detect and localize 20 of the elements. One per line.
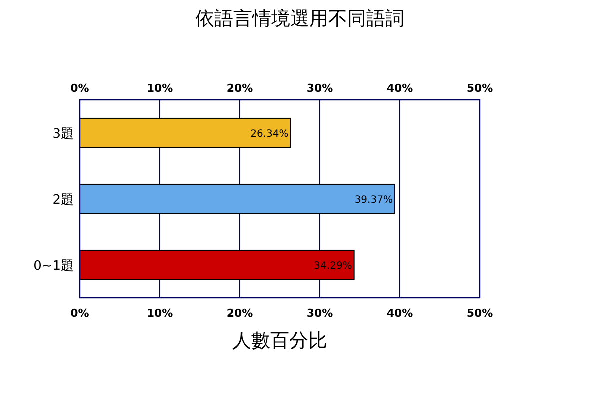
x-tick-label: 0% <box>70 307 90 320</box>
x-tick-label: 10% <box>146 307 174 320</box>
x-axis-title: 人數百分比 <box>232 330 328 352</box>
x-tick-label: 20% <box>226 307 254 320</box>
x-tick-label: 30% <box>306 307 334 320</box>
x2-tick-label: 10% <box>146 82 174 95</box>
x2-tick-label: 40% <box>386 82 414 95</box>
x-tick-label: 40% <box>386 307 414 320</box>
x2-tick-label: 50% <box>466 82 494 95</box>
x-tick-label: 50% <box>466 307 494 320</box>
data-label: 26.34% <box>250 129 289 140</box>
x2-tick-label: 0% <box>70 82 90 95</box>
data-label: 39.37% <box>354 195 393 206</box>
y-tick-label: 2題 <box>52 193 74 208</box>
x2-tick-label: 20% <box>226 82 254 95</box>
x2-tick-label: 30% <box>306 82 334 95</box>
data-label: 34.29% <box>314 261 352 272</box>
chart-title: 依語言情境選用不同語詞 <box>196 8 404 30</box>
y-tick-label: 0~1題 <box>34 259 74 274</box>
y-tick-label: 3題 <box>52 127 74 142</box>
